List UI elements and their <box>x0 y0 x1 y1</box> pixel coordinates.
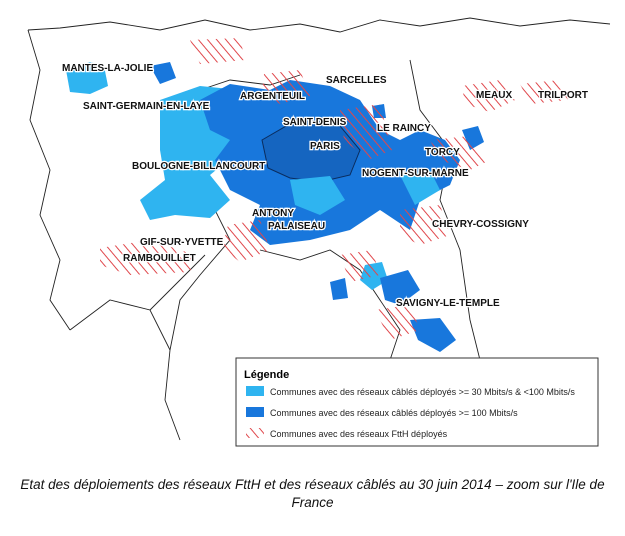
legend-swatch <box>246 386 264 396</box>
city-label: BOULOGNE-BILLANCOURT <box>132 161 265 172</box>
legend: Légende Communes avec des réseaux câblés… <box>235 357 599 447</box>
city-labels: MANTES-LA-JOLIE SAINT-GERMAIN-EN-LAYE ARGE… <box>61 62 590 311</box>
city-label: MANTES-LA-JOLIE <box>62 63 153 74</box>
city-label: RAMBOUILLET <box>123 253 196 264</box>
coverage <box>66 38 568 352</box>
city-label: MEAUX <box>476 90 512 101</box>
city-label: ANTONY <box>252 208 294 219</box>
legend-item: Communes avec des réseaux FttH déployés <box>270 429 448 439</box>
city-label: CHEVRY-COSSIGNY <box>432 219 529 230</box>
caption: Etat des déploiements des réseaux FttH e… <box>20 477 605 510</box>
city-label: NOGENT-SUR-MARNE <box>362 168 469 179</box>
city-label: PALAISEAU <box>268 221 325 232</box>
legend-title: Légende <box>244 369 289 381</box>
city-label: TORCY <box>425 147 460 158</box>
map: MANTES-LA-JOLIE SAINT-GERMAIN-EN-LAYE ARGE… <box>27 17 611 447</box>
legend-box <box>235 357 599 447</box>
city-label: ARGENTEUIL <box>240 91 305 102</box>
city-label: GIF-SUR-YVETTE <box>140 237 224 248</box>
legend-item: Communes avec des réseaux câblés déployé… <box>270 408 518 418</box>
legend-swatch <box>246 407 264 417</box>
city-label: TRILPORT <box>538 90 588 101</box>
city-label: SARCELLES <box>326 75 387 86</box>
city-label: SAINT-GERMAIN-EN-LAYE <box>83 101 210 112</box>
legend-item: Communes avec des réseaux câblés déployé… <box>270 387 575 397</box>
legend-swatch <box>246 428 264 438</box>
city-label: SAINT-DENIS <box>283 117 347 128</box>
city-label: PARIS <box>310 141 340 152</box>
city-label: SAVIGNY-LE-TEMPLE <box>396 298 500 309</box>
city-label: LE RAINCY <box>377 123 431 134</box>
